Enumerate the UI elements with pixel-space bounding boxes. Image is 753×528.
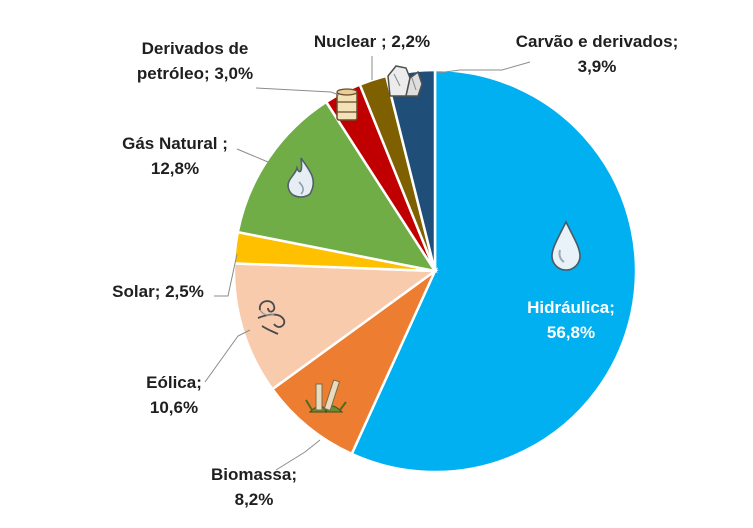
leader-line-carvao-e-derivados [436,61,531,74]
data-labels: Hidráulica; 56,8% Biomassa; 8,2% Eólica; 10,6… [112,32,678,509]
leader-line-derivados-de-petroleo [255,87,340,96]
data-label-hidraulica: Hidráulica; 56,8% [527,298,615,342]
leader-line-eolica [204,329,251,383]
data-label-nuclear: Nuclear ; 2,2% [314,32,430,51]
pie-slice-biomassa [270,267,439,456]
leader-line-solar [214,253,238,297]
coal-icon [387,65,423,97]
flame-icon [287,157,315,198]
leader-line-biomassa [275,439,321,471]
data-label-derivados-de-petroleo: Derivados de petróleo; 3,0% [137,39,253,83]
slice-icons [257,65,581,414]
pie-slice-carvao-e-derivados [384,68,437,272]
water-drop-icon [551,220,581,271]
data-label-eolica: Eólica; 10,6% [146,373,202,417]
data-label-solar: Solar; 2,5% [112,282,204,301]
pie-slices [232,68,638,474]
wind-swirl-icon [257,300,286,335]
pie-slice-hidraulica [350,68,638,474]
oil-barrel-icon [336,88,358,121]
pie-slice-eolica [232,262,439,391]
pie-slice-gas-natural [236,100,438,273]
data-label-biomassa: Biomassa; 8,2% [211,465,297,509]
data-label-gas-natural: Gás Natural ; 12,8% [122,134,228,178]
leader-lines [204,56,531,471]
sugarcane-icon [305,379,347,414]
data-label-carvao-e-derivados: Carvão e derivados; 3,9% [516,32,679,76]
leader-line-gas-natural [236,148,269,163]
